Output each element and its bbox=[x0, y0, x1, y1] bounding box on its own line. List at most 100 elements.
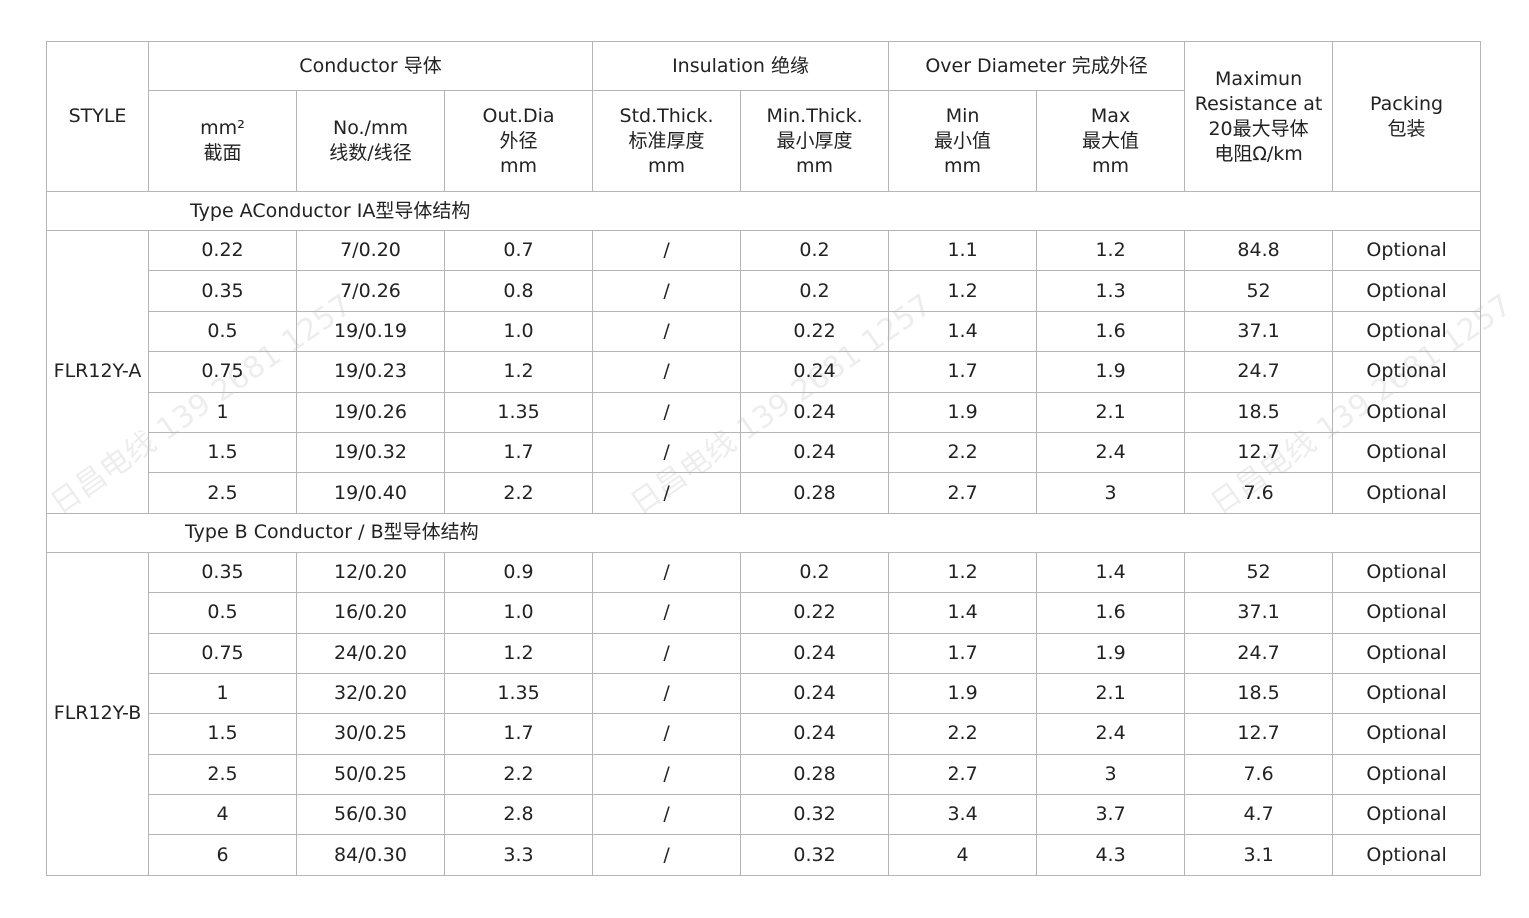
cell-cross-section: 1.5 bbox=[148, 713, 297, 755]
table-row: 2.5 19/0.40 2.2/0.28 2.7 3 7.6 Optional bbox=[47, 472, 1482, 514]
table-row: 1.5 19/0.32 1.7/0.24 2.2 2.4 12.7 Optional bbox=[47, 431, 1482, 474]
cell-min-thick: 0.32 bbox=[740, 794, 890, 836]
cell-max-resistance: 4.7 bbox=[1184, 794, 1334, 836]
cell-max-resistance: 24.7 bbox=[1184, 632, 1334, 674]
cell-min-thick: 0.24 bbox=[740, 351, 890, 393]
cell-od-min: 2.2 bbox=[888, 713, 1038, 755]
cell-out-dia: 1.35 bbox=[443, 672, 594, 715]
cell-std-thick: / bbox=[592, 632, 742, 674]
cell-packing: Optional bbox=[1332, 431, 1482, 474]
cell-packing: Optional bbox=[1332, 753, 1482, 796]
cell-strands: 19/0.40 bbox=[296, 472, 445, 514]
cell-od-max: 1.6 bbox=[1036, 310, 1186, 353]
cell-strands: 7/0.26 bbox=[296, 270, 445, 312]
cell-od-max: 3 bbox=[1036, 472, 1186, 514]
cell-cross-section: 2.5 bbox=[148, 753, 297, 796]
cell-cross-section: 0.5 bbox=[148, 592, 297, 634]
cell-std-thick: / bbox=[592, 472, 742, 514]
cell-out-dia: 1.2 bbox=[443, 351, 594, 393]
cell-out-dia: 1.7 bbox=[443, 431, 594, 474]
cell-packing: Optional bbox=[1332, 794, 1482, 836]
cell-std-thick: / bbox=[592, 431, 742, 474]
cell-min-thick: 0.22 bbox=[740, 310, 890, 353]
cell-strands: 32/0.20 bbox=[296, 672, 445, 715]
cell-cross-section: 0.22 bbox=[148, 229, 297, 272]
cell-od-min: 2.7 bbox=[888, 753, 1038, 796]
cell-strands: 7/0.20 bbox=[296, 229, 445, 272]
header-max-resistance: Maximun Resistance at 20最大导体 电阻Ω/km bbox=[1184, 41, 1334, 192]
cell-out-dia: 1.0 bbox=[443, 592, 594, 634]
header-od-max: Max 最大值 mm bbox=[1036, 90, 1186, 192]
cell-od-max: 2.4 bbox=[1036, 713, 1186, 755]
table-row: 0.5 19/0.19 1.0/0.22 1.4 1.6 37.1 Optional bbox=[47, 310, 1482, 353]
header-packing: Packing 包装 bbox=[1332, 41, 1482, 192]
cell-od-min: 1.7 bbox=[888, 632, 1038, 674]
cell-out-dia: 1.7 bbox=[443, 713, 594, 755]
cell-max-resistance: 18.5 bbox=[1184, 391, 1334, 433]
table-row: 4 56/0.30 2.8/0.32 3.4 3.7 4.7 Optional bbox=[47, 794, 1482, 836]
cell-od-max: 3 bbox=[1036, 753, 1186, 796]
cell-max-resistance: 12.7 bbox=[1184, 713, 1334, 755]
cell-out-dia: 2.8 bbox=[443, 794, 594, 836]
cell-od-min: 1.2 bbox=[888, 551, 1038, 594]
cell-cross-section: 4 bbox=[148, 794, 297, 836]
table-row: 1 19/0.26 1.35/0.24 1.9 2.1 18.5 Optional bbox=[47, 391, 1482, 433]
cell-strands: 19/0.23 bbox=[296, 351, 445, 393]
header-strands: No./mm 线数/线径 bbox=[296, 90, 445, 192]
cell-cross-section: 1 bbox=[148, 391, 297, 433]
cell-cross-section: 2.5 bbox=[148, 472, 297, 514]
cell-cross-section: 0.75 bbox=[148, 351, 297, 393]
cell-od-min: 1.9 bbox=[888, 672, 1038, 715]
cell-strands: 12/0.20 bbox=[296, 551, 445, 594]
cell-max-resistance: 37.1 bbox=[1184, 592, 1334, 634]
cell-std-thick: / bbox=[592, 794, 742, 836]
cell-min-thick: 0.28 bbox=[740, 753, 890, 796]
cell-packing: Optional bbox=[1332, 472, 1482, 514]
cell-max-resistance: 3.1 bbox=[1184, 834, 1334, 876]
cell-cross-section: 1 bbox=[148, 672, 297, 715]
cell-od-max: 1.9 bbox=[1036, 351, 1186, 393]
cell-od-min: 1.1 bbox=[888, 229, 1038, 272]
cell-std-thick: / bbox=[592, 713, 742, 755]
cable-spec-table: STYLE Conductor 导体 Insulation 绝缘 Over Di… bbox=[45, 41, 1482, 876]
cell-packing: Optional bbox=[1332, 229, 1482, 272]
cell-std-thick: / bbox=[592, 351, 742, 393]
cell-out-dia: 0.8 bbox=[443, 270, 594, 312]
cell-min-thick: 0.32 bbox=[740, 834, 890, 876]
cell-od-max: 1.2 bbox=[1036, 229, 1186, 272]
cell-std-thick: / bbox=[592, 592, 742, 634]
cell-max-resistance: 7.6 bbox=[1184, 753, 1334, 796]
table-row: 1.5 30/0.25 1.7/0.24 2.2 2.4 12.7 Optional bbox=[47, 713, 1482, 755]
cell-max-resistance: 24.7 bbox=[1184, 351, 1334, 393]
cell-std-thick: / bbox=[592, 270, 742, 312]
cell-strands: 50/0.25 bbox=[296, 753, 445, 796]
cell-min-thick: 0.2 bbox=[740, 551, 890, 594]
cell-cross-section: 0.35 bbox=[148, 270, 297, 312]
cell-od-min: 1.4 bbox=[888, 592, 1038, 634]
cell-od-max: 3.7 bbox=[1036, 794, 1186, 836]
cell-od-min: 2.2 bbox=[888, 431, 1038, 474]
cell-od-min: 1.4 bbox=[888, 310, 1038, 353]
cell-min-thick: 0.24 bbox=[740, 391, 890, 433]
cell-std-thick: / bbox=[592, 753, 742, 796]
cell-packing: Optional bbox=[1332, 713, 1482, 755]
section-title-text: Type AConductor IA型导体结构 bbox=[190, 199, 471, 222]
cell-od-max: 1.4 bbox=[1036, 551, 1186, 594]
table-row: 1 32/0.20 1.35/0.24 1.9 2.1 18.5 Optional bbox=[47, 672, 1482, 715]
header-cross-section: mm² 截面 bbox=[148, 90, 297, 192]
cell-od-min: 1.2 bbox=[888, 270, 1038, 312]
header-over-diameter: Over Diameter 完成外径 bbox=[888, 41, 1186, 91]
header-od-min: Min 最小值 mm bbox=[888, 90, 1038, 192]
cell-out-dia: 1.0 bbox=[443, 310, 594, 353]
cell-od-min: 1.7 bbox=[888, 351, 1038, 393]
cell-strands: 30/0.25 bbox=[296, 713, 445, 755]
cell-od-min: 1.9 bbox=[888, 391, 1038, 433]
cell-min-thick: 0.28 bbox=[740, 472, 890, 514]
cell-strands: 19/0.32 bbox=[296, 431, 445, 474]
cell-out-dia: 2.2 bbox=[443, 753, 594, 796]
cell-od-min: 3.4 bbox=[888, 794, 1038, 836]
cell-strands: 19/0.26 bbox=[296, 391, 445, 433]
cell-min-thick: 0.24 bbox=[740, 713, 890, 755]
style-cell: FLR12Y-B bbox=[46, 551, 149, 876]
header-out-dia: Out.Dia 外径 mm bbox=[443, 90, 594, 192]
